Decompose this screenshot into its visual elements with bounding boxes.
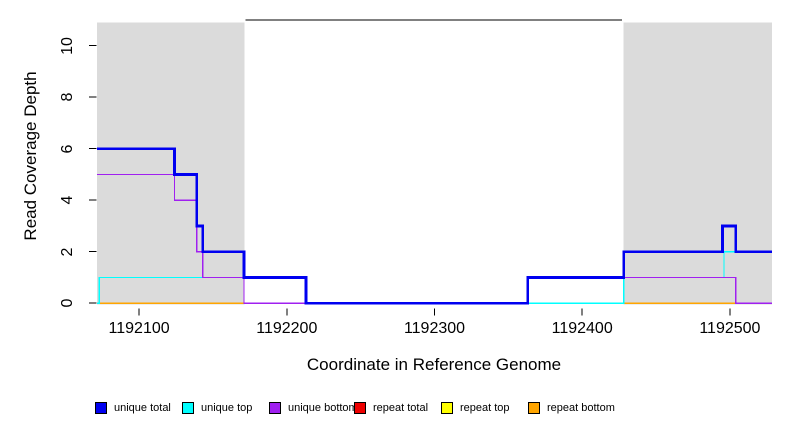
repeat-region-shading bbox=[97, 22, 245, 305]
repeat-region-shading bbox=[623, 22, 772, 305]
legend-swatch-icon bbox=[182, 402, 194, 414]
legend-swatch-icon bbox=[95, 402, 107, 414]
legend-item-label: repeat bottom bbox=[547, 402, 615, 414]
legend-item-label: repeat total bbox=[373, 402, 429, 414]
legend-item: unique bottom bbox=[269, 401, 358, 415]
series-unique-total bbox=[97, 147, 772, 305]
legend-item-label: repeat top bbox=[460, 402, 510, 414]
legend-swatch-icon bbox=[528, 402, 540, 414]
x-axis-title: Coordinate in Reference Genome bbox=[306, 355, 562, 374]
legend-item: unique top bbox=[182, 401, 252, 415]
x-tick-label: 1192500 bbox=[699, 320, 761, 337]
legend-swatch-icon bbox=[354, 402, 366, 414]
legend-item: repeat top bbox=[441, 401, 510, 415]
legend-swatch-icon bbox=[269, 402, 281, 414]
legend-item: repeat bottom bbox=[528, 401, 615, 415]
legend-item-label: unique bottom bbox=[288, 402, 358, 414]
legend-item: repeat total bbox=[354, 401, 428, 415]
series-unique-bottom bbox=[97, 173, 772, 304]
legend-item-label: unique total bbox=[114, 402, 171, 414]
legend-item-label: unique top bbox=[201, 402, 253, 414]
legend-item: unique total bbox=[95, 401, 171, 415]
x-tick-label: 1192400 bbox=[551, 320, 613, 337]
x-tick-label: 1192200 bbox=[256, 320, 318, 337]
x-tick-label: 1192300 bbox=[403, 320, 466, 337]
x-tick-label: 1192100 bbox=[108, 320, 170, 337]
legend-swatch-icon bbox=[441, 402, 453, 414]
